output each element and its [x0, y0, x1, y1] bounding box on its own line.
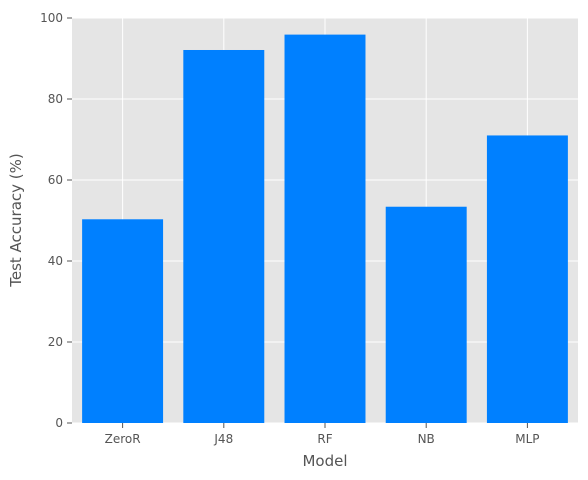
bar-mlp — [486, 135, 568, 423]
x-tick-label: NB — [418, 432, 435, 446]
y-tick-label: 40 — [48, 254, 63, 268]
x-tick-label: MLP — [515, 432, 539, 446]
x-tick-label: ZeroR — [105, 432, 141, 446]
y-tick-label: 100 — [40, 11, 63, 25]
bar-j48 — [183, 49, 265, 424]
x-tick-label: RF — [317, 432, 332, 446]
y-tick-label: 20 — [48, 335, 63, 349]
bar-rf — [284, 34, 366, 423]
y-tick-label: 0 — [55, 416, 63, 430]
y-tick-label: 80 — [48, 92, 63, 106]
x-tick-label: J48 — [213, 432, 233, 446]
x-axis-label: Model — [302, 452, 347, 470]
y-axis-label: Test Accuracy (%) — [7, 153, 25, 288]
x-ticks: ZeroR J48 RF NB MLP — [105, 423, 540, 446]
y-tick-label: 60 — [48, 173, 63, 187]
y-ticks: 0 20 40 60 80 100 — [40, 11, 72, 430]
bars — [82, 34, 568, 424]
bar-nb — [385, 206, 467, 423]
bar-zeror — [82, 219, 164, 423]
